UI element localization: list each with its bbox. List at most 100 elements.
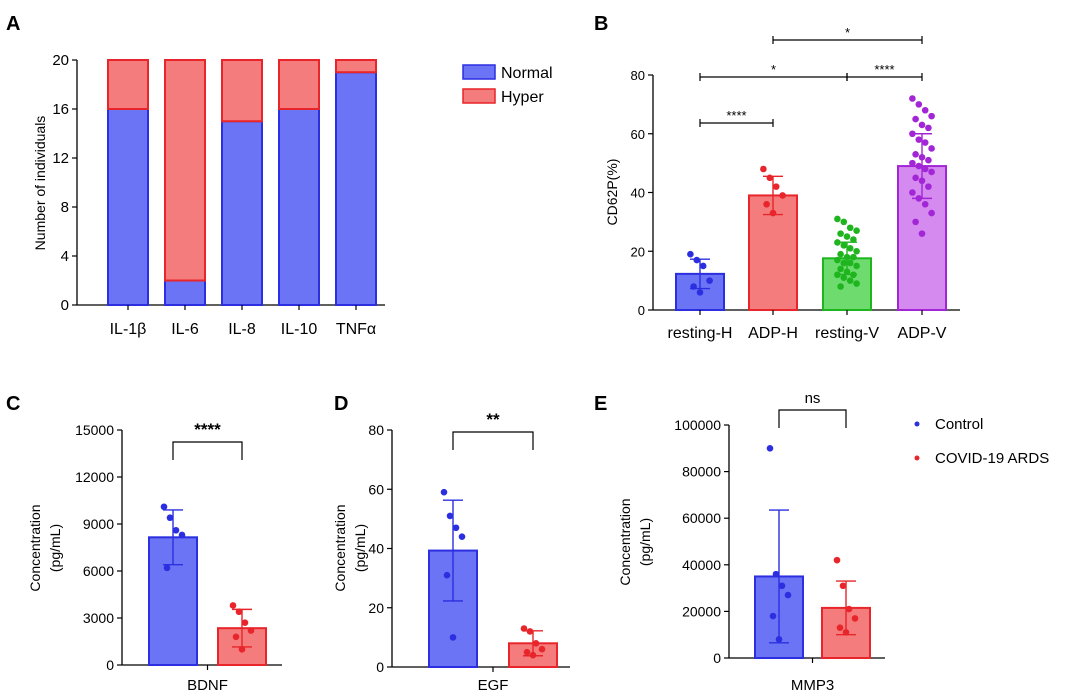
e-y-axis-title-line2: (pg/mL) — [637, 518, 653, 566]
c-y-tick-label-0: 0 — [106, 657, 114, 673]
legend-control-dot — [914, 421, 920, 427]
b-resting-v-point — [837, 283, 844, 290]
d-y-tick-label-40: 40 — [368, 541, 384, 557]
a-bar-hyper-il-6 — [164, 59, 206, 282]
b-resting-v-point — [846, 245, 854, 252]
e-y-tick-label-80000: 80000 — [682, 464, 721, 480]
c-control-point — [166, 514, 174, 522]
e-covid-19-ards-point — [833, 556, 841, 564]
b-y-tick-label-80: 80 — [631, 68, 645, 83]
b-adp-v-point — [928, 209, 935, 217]
e-covid-19-ards-point — [842, 629, 850, 636]
b-adp-v-point — [928, 112, 935, 120]
b-adp-v-point — [921, 139, 929, 146]
b-resting-v-point — [834, 256, 841, 264]
b-y-tick-label-0: 0 — [638, 303, 645, 318]
b-adp-v-point — [912, 218, 919, 226]
c-covid-19-ards-point — [235, 608, 243, 616]
a-y-tick-label-4: 4 — [61, 248, 69, 265]
b-resting-v-point — [840, 242, 848, 249]
b-adp-v-point — [925, 124, 932, 132]
b-x-tick-label-resting-h: resting-H — [668, 325, 733, 342]
e-y-tick-label-100000: 100000 — [674, 417, 721, 433]
a-bar-hyper-il-10 — [278, 59, 320, 110]
b-adp-v-point — [928, 168, 935, 176]
c-control-point — [172, 526, 180, 534]
e-y-tick-label-40000: 40000 — [682, 557, 721, 573]
a-bar-hyper-il-1 — [107, 59, 149, 110]
d-x-axis-label: EGF — [478, 677, 509, 694]
b-adp-v-point — [915, 162, 923, 170]
legend-normal-label: Normal — [501, 65, 553, 82]
b-resting-v-point — [850, 253, 857, 261]
c-y-axis-title-line1: Concentration — [27, 504, 43, 591]
legend-normal-swatch — [462, 64, 496, 80]
b-adp-v-point — [921, 165, 929, 173]
panel-label-c: C — [6, 393, 20, 415]
b-x-tick-label-adp-v: ADP-V — [898, 325, 947, 342]
b-resting-v-point — [853, 227, 860, 234]
c-y-tick-label-3000: 3000 — [83, 610, 114, 626]
e-significance-bracket — [778, 409, 847, 428]
b-resting-v-point — [843, 268, 851, 276]
legend-ards-label: COVID-19 ARDS — [935, 450, 1049, 467]
b-resting-h-point — [699, 262, 707, 270]
d-covid-19-ards-point — [532, 640, 540, 647]
b-resting-h-point — [690, 283, 697, 290]
a-y-tick-label-16: 16 — [52, 101, 69, 118]
legend-ards-dot — [914, 455, 920, 461]
a-bar-hyper-il-8 — [221, 59, 263, 123]
b-resting-v-point — [853, 247, 860, 255]
b-x-tick-label-adp-h: ADP-H — [748, 325, 798, 342]
c-covid-19-ards-point — [229, 602, 237, 609]
e-covid-19-ards-point — [836, 624, 844, 632]
c-y-tick-label-9000: 9000 — [83, 516, 114, 532]
a-y-tick-label-0: 0 — [61, 297, 69, 314]
d-y-tick-label-0: 0 — [376, 659, 384, 675]
b-adp-h-point — [760, 165, 767, 173]
b-resting-v-point — [837, 250, 844, 258]
a-y-axis-title: Number of individuals — [32, 116, 48, 251]
d-control-point — [458, 533, 466, 540]
b-adp-v-point — [925, 156, 932, 164]
b-adp-v-point — [925, 183, 932, 190]
c-control-point — [160, 503, 168, 511]
a-bar-normal-il-8 — [221, 120, 263, 306]
d-significance-label: ** — [486, 410, 500, 429]
b-adp-v-point — [918, 121, 926, 129]
d-covid-19-ards-point — [520, 625, 528, 632]
c-control-point — [178, 531, 186, 539]
b-significance-label: **** — [726, 108, 746, 123]
b-resting-v-point — [834, 239, 841, 246]
b-adp-v-point — [918, 230, 926, 237]
e-control-point — [772, 570, 780, 578]
b-adp-h-point — [769, 209, 777, 217]
c-covid-19-ards-point — [232, 633, 240, 641]
c-y-tick-label-12000: 12000 — [75, 469, 114, 485]
c-y-axis-title-line2: (pg/mL) — [47, 524, 63, 572]
c-covid-19-ards-point — [238, 646, 246, 653]
b-adp-v-point — [912, 151, 919, 158]
c-covid-19-ards-point — [247, 627, 255, 634]
e-control-point — [769, 612, 777, 620]
e-covid-19-ards-point — [845, 605, 853, 613]
panel-label-d: D — [334, 393, 348, 415]
b-adp-v-point — [912, 115, 919, 123]
b-y-tick-label-20: 20 — [631, 244, 645, 259]
e-x-axis-label: MMP3 — [791, 677, 834, 694]
panel-label-b: B — [594, 13, 608, 35]
e-covid-19-ards-point — [839, 582, 847, 590]
legend-hyper-label: Hyper — [501, 89, 544, 106]
panel-label-e: E — [594, 393, 607, 415]
b-resting-v-point — [837, 265, 844, 273]
c-y-tick-label-6000: 6000 — [83, 563, 114, 579]
e-covid-19-ards-point — [851, 615, 859, 622]
a-x-tick-label-il-8: IL-8 — [228, 321, 256, 338]
a-bar-normal-il-1 — [107, 108, 149, 306]
e-control-point — [778, 582, 786, 590]
e-significance-label: ns — [805, 390, 821, 407]
a-y-tick-label-20: 20 — [52, 52, 69, 69]
e-control-point — [784, 591, 792, 599]
b-adp-v-point — [909, 130, 916, 138]
cde-legend: Control COVID-19 ARDS — [914, 416, 1049, 467]
